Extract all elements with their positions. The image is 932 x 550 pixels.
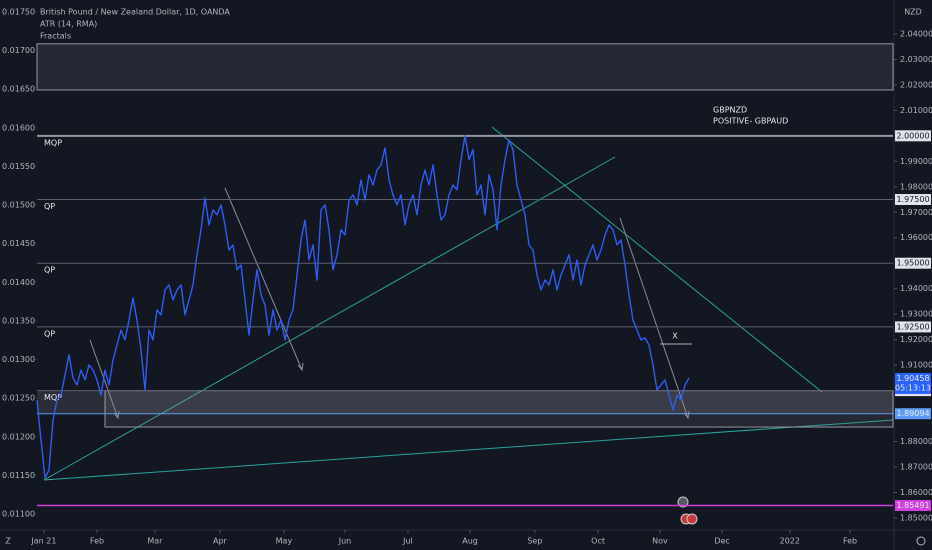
x-tick-label: Oct <box>591 537 605 546</box>
x-tick-label: 2022 <box>780 537 800 546</box>
y2-tick-label: 2.02000 <box>900 80 932 89</box>
x-tick-label: Jul <box>402 537 413 546</box>
countdown-label: 05:13:13 <box>895 383 931 392</box>
y-tick-label: 0.01500 <box>2 201 35 210</box>
last-price-label: 1.90458 <box>896 374 929 383</box>
level-label: QP <box>44 329 55 338</box>
y-tick-label: 0.01300 <box>2 355 35 364</box>
y-tick-label: 0.01600 <box>2 123 35 132</box>
y2-tick-label: 2.04000 <box>900 29 932 38</box>
level-tag-label: 2.00000 <box>896 131 929 140</box>
level-tag <box>895 130 931 142</box>
level-tag-label: 1.92500 <box>896 322 929 331</box>
y-tick-label: 0.01100 <box>2 510 35 519</box>
x-tick-label: Nov <box>652 537 668 546</box>
y2-tick-label: 1.92000 <box>900 335 932 344</box>
x-tick-label: Feb <box>90 537 104 546</box>
x-tick-label: Apr <box>213 537 228 546</box>
x-tick-label: Jun <box>338 537 352 546</box>
y2-tick-label: 1.87000 <box>900 463 932 472</box>
y-tick-label: 0.01650 <box>2 85 35 94</box>
indicator-label: Fractals <box>40 32 71 41</box>
marker-tag-label: 1.89094 <box>896 409 929 418</box>
y-tick-label: 0.01550 <box>2 162 35 171</box>
y2-tick-label: 2.03000 <box>900 55 932 64</box>
x-tick-label: Jan 21 <box>30 537 56 546</box>
y2-tick-label: 1.88000 <box>900 437 932 446</box>
y2-tick-label: 1.98000 <box>900 182 932 191</box>
y2-tick-label: 2.01000 <box>900 106 932 115</box>
level-label: MQP <box>44 138 62 147</box>
y2-tick-label: 1.99000 <box>900 157 932 166</box>
y2-tick-label: 1.85000 <box>900 514 932 523</box>
y-tick-label: 0.01700 <box>2 46 35 55</box>
zoom-label[interactable]: Z <box>5 537 11 546</box>
marker-tag-label: 1.85491 <box>896 501 929 510</box>
y2-tick-label: 1.86000 <box>900 488 932 497</box>
zone <box>104 390 894 428</box>
last-price-tag <box>895 372 931 394</box>
x-tick-label: Dec <box>714 537 729 546</box>
marker-tag <box>895 500 931 512</box>
level-tag <box>895 321 931 333</box>
level-label: MQP <box>44 393 62 402</box>
currency-label: NZD <box>904 8 922 17</box>
x-tick-label: Feb <box>843 537 857 546</box>
event-icon <box>686 513 698 525</box>
x-tick-label: Aug <box>462 537 478 546</box>
indicator-label: ATR (14, RMA) <box>40 20 97 29</box>
zone-band <box>37 390 893 414</box>
level-tag-label: 1.97500 <box>896 195 929 204</box>
level-label: QP <box>44 202 55 211</box>
level-tag-label: 1.95000 <box>896 259 929 268</box>
x-tick-label: May <box>276 537 293 546</box>
settings-icon[interactable] <box>916 536 926 546</box>
y-tick-label: 0.01350 <box>2 316 35 325</box>
zone <box>36 43 894 91</box>
y-tick-label: 0.01450 <box>2 239 35 248</box>
annotation: GBPNZD <box>713 106 747 115</box>
y-tick-label: 0.01750 <box>2 7 35 16</box>
y2-tick-label: 1.97000 <box>900 208 932 217</box>
x-mark-label: X <box>672 331 678 340</box>
arrow <box>619 217 689 419</box>
y-tick-label: 0.01250 <box>2 394 35 403</box>
level-tag <box>895 194 931 206</box>
y2-tick-label: 1.93000 <box>900 310 932 319</box>
y2-tick-label: 1.91000 <box>900 361 932 370</box>
trend-drawings <box>43 126 926 546</box>
chart-title: British Pound / New Zealand Dollar, 1D, … <box>40 8 230 17</box>
y2-tick-label: 1.96000 <box>900 233 932 242</box>
price-line <box>36 135 690 479</box>
trend-line <box>43 419 894 481</box>
trend-line <box>43 156 616 481</box>
arrow-head <box>297 362 304 372</box>
x-tick-label: Sep <box>527 537 542 546</box>
level-label: QP <box>44 266 55 275</box>
level-tag <box>895 257 931 269</box>
event-icon <box>677 496 689 508</box>
marker-tag <box>895 408 931 420</box>
y-tick-label: 0.01150 <box>2 471 35 480</box>
trend-line <box>491 126 823 393</box>
annotation: POSITIVE- GBPAUD <box>713 117 788 126</box>
x-tick-label: Mar <box>147 537 163 546</box>
y2-tick-label: 1.94000 <box>900 284 932 293</box>
arrow <box>224 187 303 371</box>
y-tick-label: 0.01200 <box>2 432 35 441</box>
y-tick-label: 0.01400 <box>2 278 35 287</box>
